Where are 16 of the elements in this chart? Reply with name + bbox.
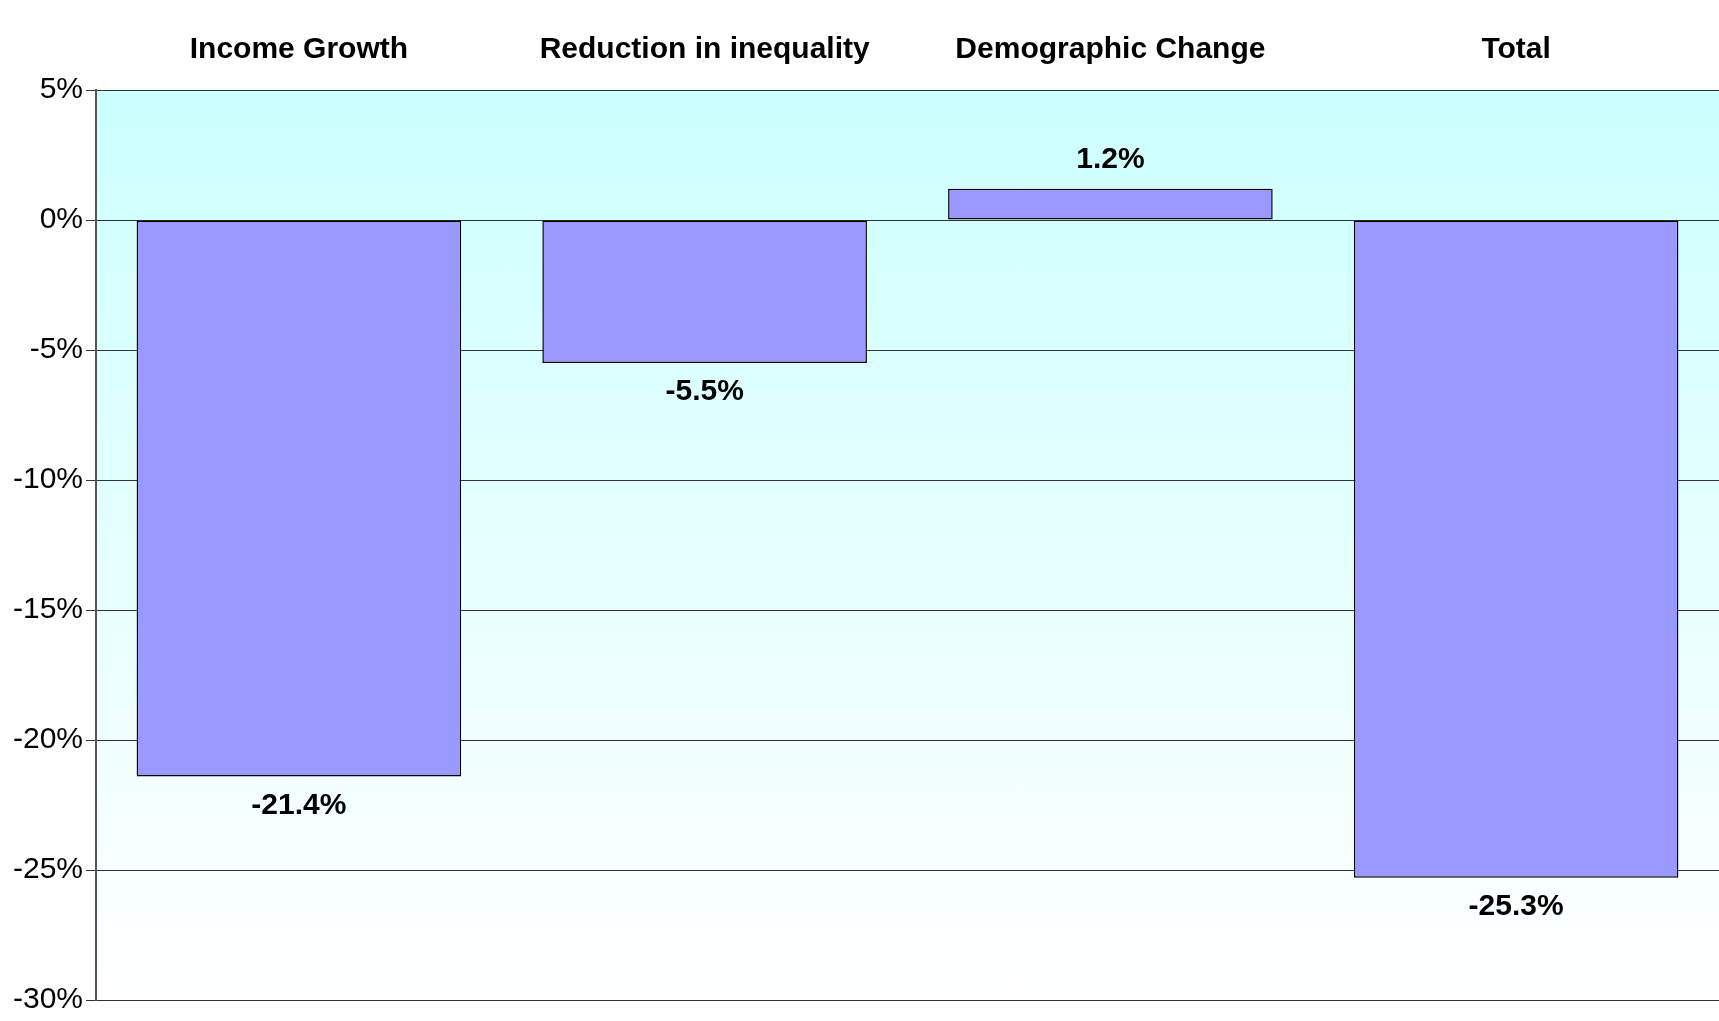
data-label: 1.2% [1076, 141, 1145, 175]
y-tick-label: -30% [12, 981, 84, 1015]
data-label: -25.3% [1468, 888, 1564, 922]
y-tick-label: -15% [12, 591, 84, 625]
y-tick-label: -10% [12, 461, 84, 495]
x-tick-label: Total [1481, 31, 1551, 65]
y-tick-label: -5% [29, 331, 84, 365]
x-tick-label: Income Growth [189, 31, 409, 65]
x-tick-label: Demographic Change [955, 31, 1266, 65]
y-tick-label: -25% [12, 851, 84, 885]
y-tick-label: 0% [39, 201, 84, 235]
x-tick-label: Reduction in inequality [539, 31, 870, 65]
y-tick-label: 5% [39, 71, 84, 105]
data-label: -21.4% [251, 786, 347, 820]
y-tick-label: -20% [12, 721, 84, 755]
data-label: -5.5% [665, 373, 744, 407]
